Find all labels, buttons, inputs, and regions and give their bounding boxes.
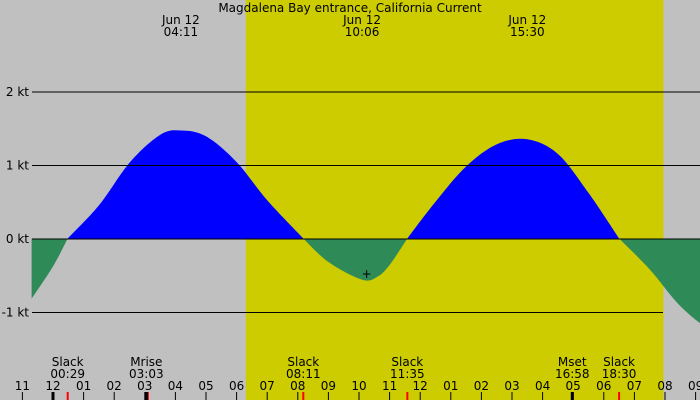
flood-area-3	[407, 138, 620, 239]
event-time: 11:35	[390, 367, 425, 381]
top-label-date: Jun 12	[161, 13, 200, 27]
hour-axis: 11 12 01 02 03 04 05 06 07 08 09 10 11 12 01 02 03 04 05 06…	[15, 379, 700, 400]
hour-label-20: 08	[657, 379, 672, 393]
grid-lines	[32, 91, 700, 313]
hour-label-8: 08	[290, 379, 305, 393]
top-label-date: Jun 12	[342, 13, 381, 27]
event-name: Mrise	[130, 355, 162, 369]
hour-label-12: 12	[413, 379, 428, 393]
hour-label-7: 07	[260, 379, 275, 393]
hour-label-18: 06	[596, 379, 611, 393]
top-label-time: 04:11	[164, 25, 199, 39]
chart-title: Magdalena Bay entrance, California Curre…	[218, 1, 482, 15]
hour-label-17: 05	[566, 379, 581, 393]
ebb-area-4	[619, 238, 700, 324]
hour-label-0: 12	[45, 379, 60, 393]
top-label-date: Jun 12	[507, 13, 546, 27]
ebb-area-5	[31, 238, 68, 299]
y-tick-labels: 2 kt 1 kt 0 kt -1 kt	[2, 85, 30, 320]
hour-label-6: 06	[229, 379, 244, 393]
hour-label-21: 09	[688, 379, 700, 393]
y-tick-0kt: 0 kt	[6, 232, 29, 246]
hour-label-2: 02	[107, 379, 122, 393]
event-name: Slack	[391, 355, 423, 369]
event-time: 18:30	[602, 367, 637, 381]
current-areas	[31, 130, 700, 324]
top-label-time: 10:06	[345, 25, 380, 39]
hour-label-15: 03	[504, 379, 519, 393]
top-label-time: 15:30	[510, 25, 545, 39]
y-tick--1kt: -1 kt	[2, 306, 30, 320]
hour-label-13: 01	[443, 379, 458, 393]
ebb-area-2	[303, 238, 408, 281]
event-time: 08:11	[286, 367, 321, 381]
event-labels: Slack00:29Mrise03:03Slack08:11Slack11:35…	[50, 355, 636, 381]
y-tick-1kt: 1 kt	[6, 159, 29, 173]
event-tick-marks	[51, 392, 621, 400]
event-name: Mset	[558, 355, 587, 369]
hour-label-1: 01	[76, 379, 91, 393]
event-time: 16:58	[555, 367, 590, 381]
hour-label--1: 11	[15, 379, 30, 393]
hour-label-3: 03	[137, 379, 152, 393]
current-marker: +	[362, 267, 372, 281]
hour-label-5: 05	[198, 379, 213, 393]
flood-area-1	[67, 130, 304, 239]
event-name: Slack	[52, 355, 84, 369]
hour-label-10: 10	[351, 379, 366, 393]
hour-label-16: 04	[535, 379, 550, 393]
event-name: Slack	[603, 355, 635, 369]
hour-label-11: 11	[382, 379, 397, 393]
event-time: 03:03	[129, 367, 164, 381]
event-name: Slack	[287, 355, 319, 369]
y-tick-2kt: 2 kt	[6, 85, 29, 99]
hour-label-19: 07	[627, 379, 642, 393]
hour-label-14: 02	[474, 379, 489, 393]
hour-label-4: 04	[168, 379, 183, 393]
hour-label-9: 09	[321, 379, 336, 393]
event-time: 00:29	[50, 367, 85, 381]
